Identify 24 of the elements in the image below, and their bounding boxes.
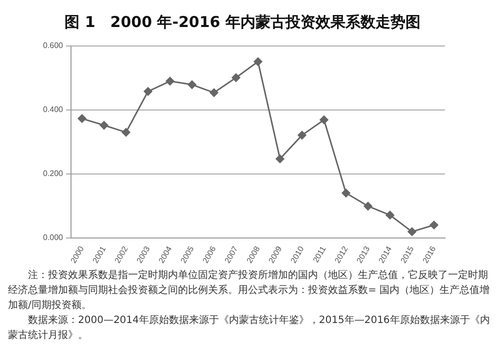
point [386, 210, 394, 220]
y-tick-label: 0.000 [42, 232, 64, 242]
y-tick-label: 0.400 [42, 105, 64, 114]
chart-title: 图 1 2000 年-2016 年内蒙古投资效果系数走势图 [64, 12, 420, 31]
point [100, 121, 108, 130]
text: 注：投资效果系数是指一定时期内单位固定资产投资所增加的国内（地区）生产总值，它反映了一定时期经济总量增加额与同期社会投资额之间的比例关系。用公式表示为：投资效益系数= 国内（地区）生产总值增加额/同期投资额。 [8, 268, 491, 313]
point [320, 116, 328, 124]
point [188, 80, 196, 89]
point [232, 73, 240, 82]
point [122, 128, 130, 137]
point [210, 88, 218, 97]
point [276, 154, 284, 164]
source-note: 数据来源：2000—2014年原始数据来源于《内蒙古统计年鉴》，2015年—2016年原始数据来源于《内蒙古统计月报》。 [8, 314, 491, 343]
point [430, 220, 438, 230]
point [298, 130, 306, 140]
point [254, 57, 262, 66]
point [166, 76, 174, 86]
point [408, 227, 416, 236]
point [342, 188, 350, 198]
y-tick-label: 0.200 [42, 169, 64, 178]
point [364, 202, 372, 210]
point [78, 114, 86, 123]
point [144, 87, 152, 96]
y-tick-label: 0.600 [42, 41, 64, 50]
